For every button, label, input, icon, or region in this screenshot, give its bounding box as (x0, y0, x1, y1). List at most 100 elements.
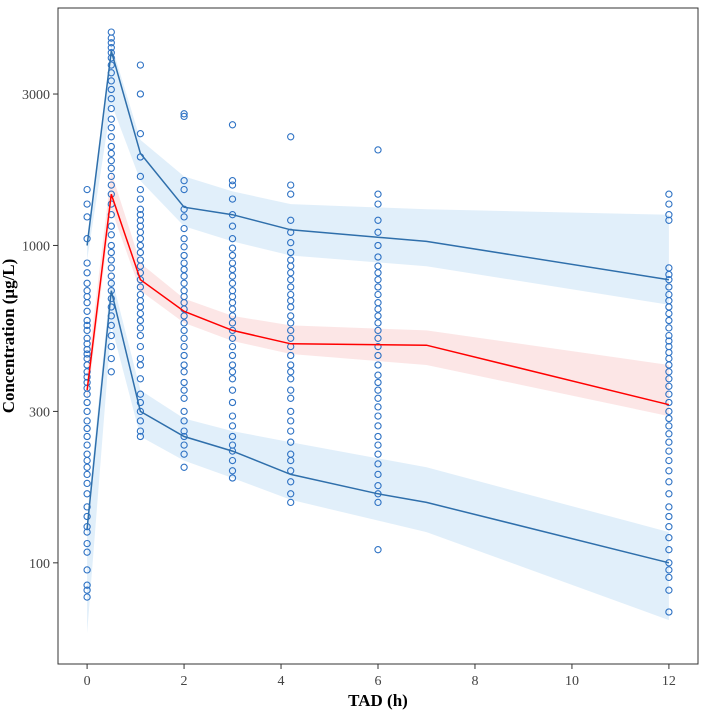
observed-point (665, 456, 673, 465)
x-tick-label: 10 (565, 674, 579, 689)
observed-point (665, 566, 673, 574)
observed-point (136, 309, 145, 318)
observed-point (136, 331, 145, 340)
observed-point (180, 463, 188, 471)
observed-point (374, 482, 382, 490)
observed-point (287, 319, 295, 327)
observed-point (374, 386, 382, 394)
observed-point (374, 351, 382, 360)
observed-point (83, 450, 91, 458)
observed-point (374, 283, 382, 291)
observed-point (83, 407, 91, 416)
observed-point (287, 290, 295, 299)
observed-point (107, 104, 115, 113)
observed-point (107, 44, 115, 52)
observed-point (180, 427, 188, 435)
observed-point (228, 292, 237, 301)
observed-point (107, 331, 115, 340)
observed-point (136, 90, 145, 98)
observed-point (228, 121, 237, 129)
observed-point (83, 586, 91, 594)
observed-point (228, 222, 237, 230)
observed-point (665, 368, 673, 376)
observed-point (136, 172, 145, 181)
observed-point (107, 61, 115, 69)
observed-point (180, 235, 188, 243)
observed-point (374, 190, 382, 198)
observed-point (180, 378, 188, 387)
observed-point (287, 386, 295, 394)
observed-point (374, 305, 382, 313)
observed-point (180, 417, 188, 425)
observed-point (665, 608, 673, 616)
observed-point (136, 195, 145, 203)
observed-point (665, 586, 673, 594)
observed-point (374, 262, 382, 270)
observed-point (665, 375, 673, 383)
y-tick-label: 100 (29, 557, 50, 572)
observed-point (83, 512, 91, 521)
observed-point (83, 213, 91, 221)
observed-point (665, 211, 673, 219)
observed-point (180, 432, 188, 441)
observed-point (180, 342, 188, 351)
observed-point (107, 39, 115, 47)
observed-point (665, 331, 673, 340)
observed-point (107, 164, 115, 172)
observed-point (665, 324, 673, 332)
y-tick-label: 3000 (22, 88, 50, 103)
observed-point (83, 200, 91, 208)
observed-point (107, 181, 115, 189)
observed-point (83, 316, 91, 325)
observed-point (228, 259, 237, 267)
observed-point (83, 539, 91, 548)
observed-point (180, 259, 188, 267)
observed-point (665, 398, 673, 407)
observed-point (374, 241, 382, 250)
observed-point (287, 394, 295, 402)
observed-point (136, 432, 145, 441)
observed-point (228, 181, 237, 189)
observed-point (374, 276, 382, 284)
observed-point (136, 61, 145, 69)
observed-point (180, 361, 188, 369)
observed-point (228, 312, 237, 320)
observed-point (228, 432, 237, 441)
observed-point (374, 228, 382, 236)
observed-point (180, 386, 188, 394)
observed-point (374, 269, 382, 277)
observed-point (287, 297, 295, 305)
observed-point (107, 28, 115, 36)
observed-point (665, 478, 673, 486)
observed-point (180, 265, 188, 274)
observed-point (107, 256, 115, 264)
observed-point (107, 85, 115, 94)
observed-point (374, 146, 382, 154)
observed-point (180, 319, 188, 327)
plot-panel-border (57, 7, 699, 665)
percentile-lines (86, 50, 670, 564)
observed-point (107, 142, 115, 151)
observed-point (374, 361, 382, 369)
observed-point (374, 498, 382, 507)
observed-point (228, 195, 237, 203)
observed-point (228, 299, 237, 307)
observed-point (180, 394, 188, 402)
observed-point (180, 213, 188, 221)
observed-point (228, 279, 237, 287)
observed-point (665, 407, 673, 416)
observed-point (665, 422, 673, 430)
observed-point (287, 262, 295, 270)
observed-point (228, 342, 237, 351)
observed-point (287, 456, 295, 465)
observed-point (665, 512, 673, 521)
observed-point (107, 115, 115, 123)
observed-point (228, 422, 237, 430)
observed-point (136, 211, 145, 219)
observed-point (374, 441, 382, 449)
observed-point (136, 241, 145, 250)
observed-point (287, 133, 295, 141)
observed-point (83, 581, 91, 589)
observed-point (287, 256, 295, 264)
